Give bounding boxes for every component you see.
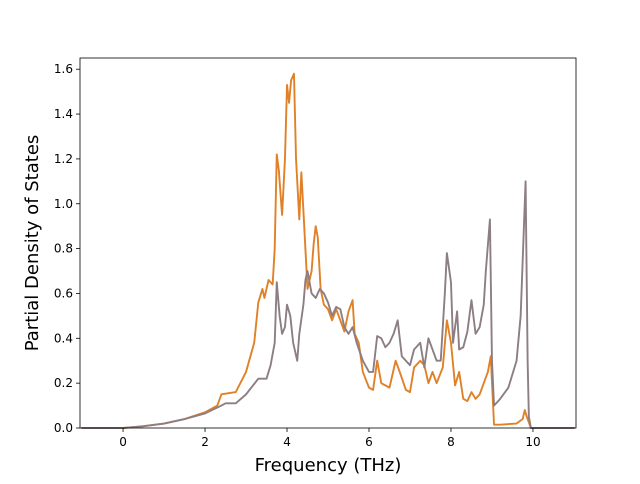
x-axis-ticks: 0 2 4 6 8 10 — [119, 428, 541, 449]
y-axis-label: Partial Density of States — [22, 135, 43, 352]
x-tick-label: 0 — [119, 435, 127, 449]
x-tick-label: 2 — [201, 435, 209, 449]
x-axis-label: Frequency (THz) — [255, 455, 402, 476]
x-tick-label: 8 — [447, 435, 455, 449]
y-tick-label: 1.6 — [54, 62, 73, 76]
y-tick-label: 1.2 — [54, 152, 73, 166]
plot-frame — [79, 57, 577, 429]
y-tick-label: 0.4 — [54, 331, 73, 345]
x-tick-label: 4 — [283, 435, 291, 449]
y-tick-label: 1.0 — [54, 197, 73, 211]
series-line-1 — [81, 72, 575, 429]
series-layer — [81, 72, 575, 429]
y-tick-label: 1.4 — [54, 107, 73, 121]
y-tick-label: 0.2 — [54, 376, 73, 390]
y-tick-label: 0.8 — [54, 242, 73, 256]
x-tick-label: 10 — [525, 435, 540, 449]
y-tick-label: 0.0 — [54, 421, 73, 435]
y-tick-label: 0.6 — [54, 286, 73, 300]
series-line-2 — [81, 180, 575, 429]
y-axis-ticks: 0.0 0.2 0.4 0.6 0.8 1.0 1.2 1.4 1.6 — [54, 62, 80, 435]
x-tick-label: 6 — [365, 435, 373, 449]
